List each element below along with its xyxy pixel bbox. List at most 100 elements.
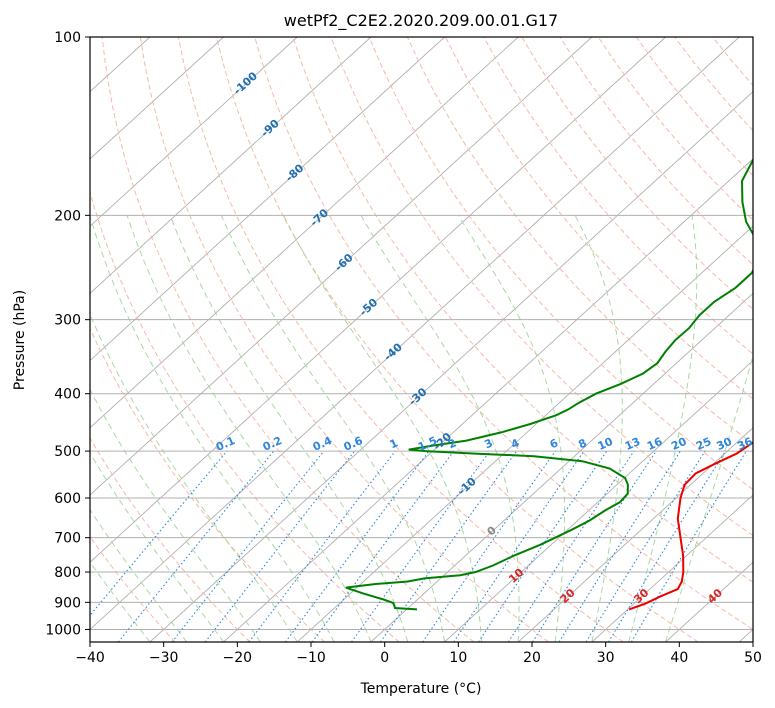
background-lines bbox=[0, 37, 753, 642]
dewpoint-trace bbox=[345, 157, 753, 611]
isotherm-line bbox=[0, 37, 3, 642]
dry-adiabat-line bbox=[101, 37, 475, 642]
moist-adiabat-line bbox=[90, 508, 188, 642]
dry-adiabat-line bbox=[559, 37, 753, 266]
moist-adiabat-line bbox=[90, 452, 225, 642]
x-axis-label: Temperature (°C) bbox=[360, 681, 482, 697]
y-axis: 100 200 300 400 500 600 700 800 900 1000 bbox=[45, 30, 90, 638]
isotherm-line bbox=[444, 359, 753, 642]
mixing-ratio-line bbox=[422, 450, 556, 642]
dry-adiabat-line bbox=[406, 37, 753, 445]
mixing-ratio-label: 16 bbox=[645, 435, 665, 453]
mixing-ratio-line bbox=[478, 450, 608, 642]
isotherm-line bbox=[90, 37, 740, 631]
mixing-ratio-label: 13 bbox=[623, 435, 642, 453]
dry-adiabat-line bbox=[445, 37, 753, 400]
isotherm-line bbox=[90, 37, 666, 563]
dry-adiabat-line bbox=[139, 37, 549, 642]
mixing-ratio-label: 25 bbox=[694, 435, 713, 453]
x-tick-label: −10 bbox=[296, 650, 326, 666]
dry-adiabat-line bbox=[521, 37, 753, 310]
moist-adiabat-line bbox=[126, 215, 372, 642]
isotherm-line bbox=[370, 292, 753, 642]
chart-title: wetPf2_C2E2.2020.209.00.01.G17 bbox=[284, 11, 558, 31]
isotherm-line bbox=[738, 628, 753, 642]
x-tick-label: 30 bbox=[597, 650, 615, 666]
mixing-ratio-label: 6 bbox=[548, 436, 561, 451]
dry-adiabat-line bbox=[712, 37, 753, 87]
moist-adiabat-line bbox=[628, 215, 698, 642]
mixing-ratio-label: 10 bbox=[596, 435, 616, 453]
isotherm-line bbox=[591, 494, 753, 642]
dry-adiabat-line bbox=[635, 37, 753, 177]
y-tick-label: 700 bbox=[54, 531, 81, 547]
moist-adiabat-line bbox=[220, 215, 446, 642]
dry-adiabat-line bbox=[292, 37, 753, 583]
mixing-ratio-label: 3 bbox=[482, 436, 494, 451]
y-tick-label: 900 bbox=[54, 595, 81, 611]
mixing-ratio-line bbox=[204, 450, 356, 642]
mixing-ratio-line bbox=[558, 450, 681, 642]
moist-adiabat-line bbox=[169, 215, 409, 642]
isotherm-line bbox=[90, 37, 372, 294]
y-tick-label: 600 bbox=[54, 491, 81, 507]
isotherm-line bbox=[90, 37, 593, 496]
pressure-gridlines bbox=[90, 37, 753, 630]
y-tick-label: 300 bbox=[54, 313, 81, 329]
x-tick-label: 0 bbox=[380, 650, 389, 666]
sounding-traces bbox=[345, 157, 753, 611]
x-tick-label: −40 bbox=[75, 650, 105, 666]
dry-adiabat-line bbox=[368, 37, 753, 491]
dry-adiabat-line bbox=[216, 37, 699, 642]
y-tick-label: 500 bbox=[54, 444, 81, 460]
mixing-ratio-line bbox=[117, 450, 275, 642]
y-tick-label: 800 bbox=[54, 565, 81, 581]
moist-adiabat-line bbox=[574, 215, 623, 642]
y-tick-label: 100 bbox=[54, 30, 81, 46]
x-tick-label: 40 bbox=[670, 650, 688, 666]
moist-adiabat-line bbox=[360, 215, 520, 642]
isotherm-line bbox=[223, 158, 753, 642]
moist-adiabat-line bbox=[90, 388, 261, 642]
dry-adiabat-line bbox=[750, 37, 753, 41]
isotherm-line bbox=[90, 37, 298, 227]
dry-adiabat-line bbox=[177, 37, 624, 642]
dry-adiabat-line bbox=[483, 37, 753, 355]
x-tick-label: 10 bbox=[449, 650, 467, 666]
y-tick-label: 400 bbox=[54, 387, 81, 403]
moist-adiabat-line bbox=[90, 312, 298, 642]
x-tick-label: 50 bbox=[744, 650, 762, 666]
dry-adiabat-line bbox=[254, 37, 753, 630]
mixing-ratio-line bbox=[311, 450, 455, 642]
y-tick-label: 1000 bbox=[45, 622, 81, 638]
isotherm-line bbox=[90, 37, 224, 160]
dry-adiabat-line bbox=[674, 37, 753, 132]
x-tick-label: −20 bbox=[223, 650, 253, 666]
dry-adiabat-line bbox=[90, 190, 400, 642]
mixing-ratio-line bbox=[171, 450, 325, 642]
mixing-ratio-line bbox=[90, 450, 228, 617]
dry-adiabat-line bbox=[597, 37, 753, 221]
mixing-ratio-line bbox=[379, 450, 518, 642]
moist-adiabat-line bbox=[457, 215, 566, 642]
mixing-ratio-label: 36 bbox=[735, 435, 755, 453]
isotherm-line bbox=[517, 427, 753, 642]
y-axis-label: Pressure (hPa) bbox=[12, 290, 28, 390]
adiabat-label: -100 bbox=[231, 69, 260, 97]
mixing-ratio-line bbox=[608, 450, 727, 642]
plot-frame bbox=[89, 36, 754, 643]
mixing-ratio-label: 30 bbox=[715, 435, 735, 453]
isotherm-line bbox=[149, 91, 753, 642]
mixing-ratio-line bbox=[285, 450, 430, 642]
dry-adiabat-line bbox=[330, 37, 753, 537]
mixing-ratio-line bbox=[248, 450, 396, 642]
y-tick-label: 200 bbox=[54, 208, 81, 224]
moist-adiabat-line bbox=[283, 215, 482, 642]
mixing-ratio-line bbox=[507, 450, 635, 642]
mixing-ratio-label: 20 bbox=[669, 435, 689, 453]
isotherm-line bbox=[90, 37, 519, 429]
x-tick-label: 20 bbox=[523, 650, 541, 666]
isotherm-line bbox=[90, 37, 445, 362]
x-tick-label: −30 bbox=[149, 650, 179, 666]
